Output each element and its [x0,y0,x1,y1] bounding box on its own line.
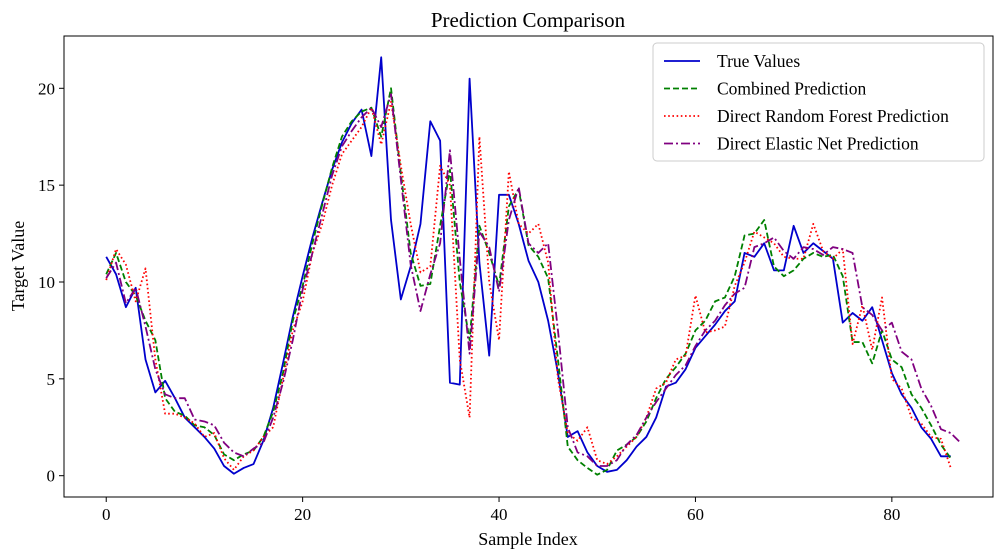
y-axis-ticks: 0 5 10 15 20 [38,79,64,486]
series-line-true-values [105,56,951,475]
y-tick-label: 20 [38,79,55,98]
y-tick-label: 15 [38,176,55,195]
x-tick-label: 80 [883,505,900,524]
plot-area-frame [63,35,994,498]
legend-label: True Values [717,51,800,71]
legend-label: Direct Random Forest Prediction [717,106,949,126]
x-tick-label: 60 [687,505,704,524]
legend-box [652,42,985,162]
x-tick-label: 20 [294,505,311,524]
chart-title: Prediction Comparison [431,8,626,32]
y-tick-label: 0 [47,467,56,486]
y-axis-label: Target Value [8,221,28,312]
y-tick-label: 10 [38,273,55,292]
y-tick-label: 5 [47,370,56,389]
x-axis-ticks: 0 20 40 60 80 [102,497,900,524]
series-lines [105,56,962,476]
x-axis-label: Sample Index [478,529,577,549]
series-line-direct-elastic-net-prediction [105,93,962,467]
legend-label: Combined Prediction [717,79,866,99]
x-tick-label: 0 [102,505,111,524]
x-tick-label: 40 [491,505,508,524]
legend: True Values Combined Prediction Direct Ran… [652,42,985,162]
legend-label: Direct Elastic Net Prediction [717,134,919,154]
